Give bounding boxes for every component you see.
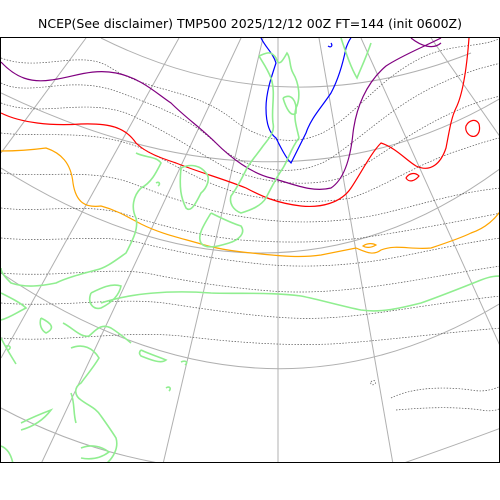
map-title: NCEP(See disclaimer) TMP500 2025/12/12 0… [38, 16, 462, 31]
isotherm-minor [1, 237, 499, 267]
coastline-greenland-east [282, 95, 297, 116]
isotherm-minor [1, 295, 499, 319]
isotherm-orange [361, 243, 378, 248]
coastline-bay [70, 345, 118, 462]
coastline-isle2 [20, 408, 54, 431]
meridian-lines [1, 38, 499, 462]
meridian-line [41, 38, 242, 462]
isotherm-blue [260, 38, 352, 165]
latitude-line [405, 428, 499, 462]
isotherm-minor [395, 407, 499, 412]
latitude-line [1, 167, 499, 254]
meridian-line [318, 38, 394, 462]
isotherm-orange [1, 147, 499, 258]
coastlines [1, 38, 499, 462]
isotherm-minor [1, 207, 499, 243]
isotherm-minor [1, 96, 499, 184]
latitude-line [1, 407, 157, 462]
meridian-line [360, 38, 499, 345]
coastline-baffin [179, 164, 209, 211]
isotherm-red [465, 119, 481, 137]
isotherm-red [1, 38, 470, 208]
coastline-west [39, 317, 53, 334]
isotherm-minor [1, 63, 499, 171]
coastline-peninsula [70, 392, 77, 424]
isotherm-minor [1, 132, 499, 202]
coastline-greenland [229, 51, 300, 214]
isotherm-purple [1, 38, 442, 190]
meridian-line [162, 38, 264, 462]
latitude-lines [1, 38, 499, 462]
isotherm-minor [370, 380, 376, 386]
isotherm-minor [1, 38, 499, 141]
coastline-island-c [165, 386, 172, 392]
coastline-island-a [1, 337, 17, 365]
coastline-island-b [80, 445, 111, 460]
isotherm-minor [1, 172, 499, 223]
coastline-ellesmere [340, 38, 372, 80]
coastline-west2 [62, 322, 132, 344]
isotherm-minor [1, 327, 499, 345]
meridian-line [1, 38, 87, 154]
coastline-north-america [100, 275, 499, 312]
coastline-island-f [155, 181, 161, 187]
coastline-isle3 [1, 445, 14, 462]
isotherm-minor [390, 386, 499, 399]
isotherm-red [405, 172, 420, 182]
coastline-isle [138, 349, 168, 363]
isotherm-minor [1, 265, 499, 293]
coastline-coast-west [1, 292, 28, 321]
minor-isotherms [1, 38, 499, 412]
meridian-line [1, 38, 180, 359]
isotherm-purple [410, 38, 442, 48]
meridian-line [430, 38, 499, 137]
isotherm-blue [327, 42, 333, 48]
latitude-line [1, 272, 499, 370]
map-panel [0, 37, 500, 463]
coastline-hudson [88, 284, 122, 310]
latitude-line [100, 38, 472, 88]
latitude-line [1, 92, 499, 163]
coastline-labrador [198, 212, 244, 248]
coastline-island-e [5, 345, 11, 351]
coastline-archipelago [1, 152, 162, 287]
coastline-island-d [180, 360, 188, 366]
temperature-map [1, 38, 499, 462]
